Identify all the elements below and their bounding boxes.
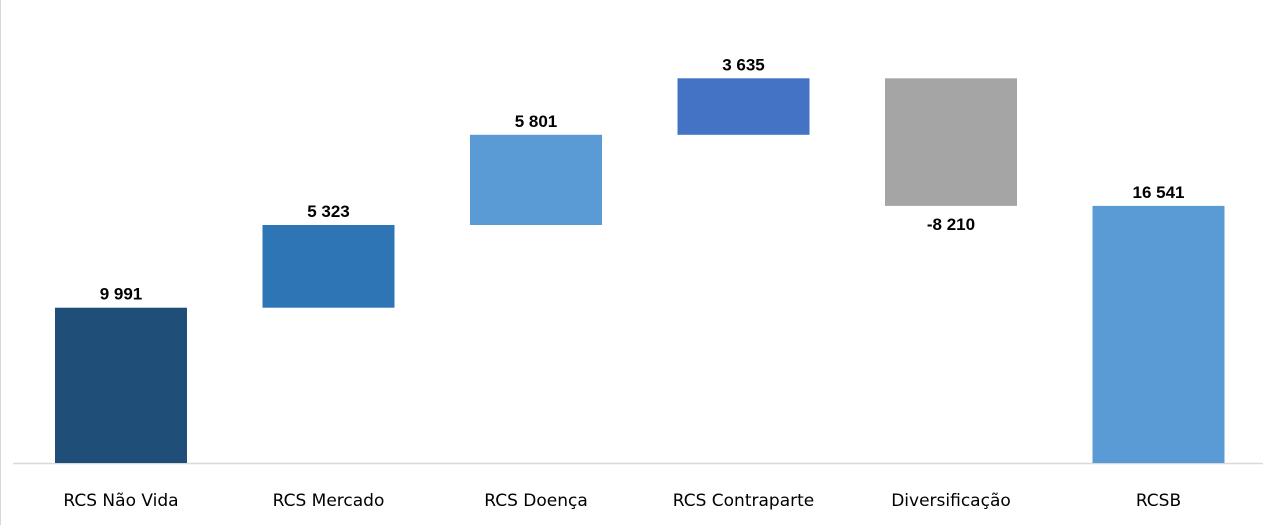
data-label-3: 3 635 [722,55,765,74]
bar-3 [677,78,810,135]
data-label-1: 5 323 [307,202,350,221]
data-label-0: 9 991 [100,285,143,304]
category-label-5: RCSB [1136,491,1181,511]
category-label-4: Diversificação [891,491,1011,511]
bar-1 [262,225,395,308]
data-label-5: 16 541 [1133,183,1185,202]
category-label-0: RCS Não Vida [63,491,178,511]
bar-2 [470,134,602,225]
data-label-4: -8 210 [927,215,975,234]
bar-4 [885,78,1017,206]
category-label-3: RCS Contraparte [673,491,814,511]
category-label-2: RCS Doença [484,491,588,511]
bar-0 [55,307,187,463]
data-label-2: 5 801 [515,112,558,131]
category-label-1: RCS Mercado [273,491,385,511]
bar-5 [1092,205,1225,463]
